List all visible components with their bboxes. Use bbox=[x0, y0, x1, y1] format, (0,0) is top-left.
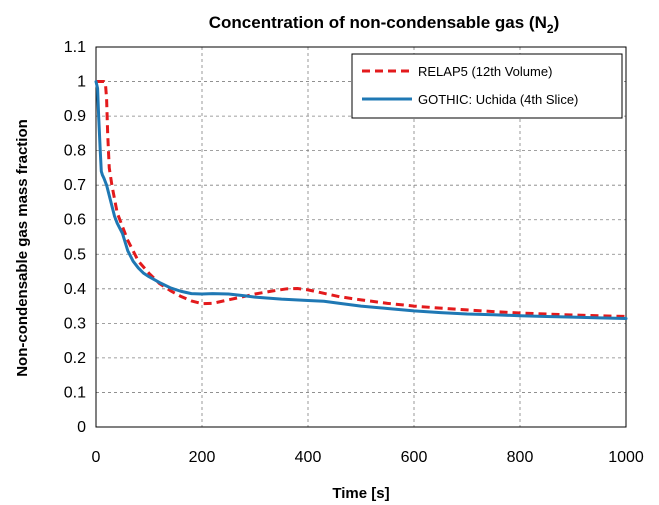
y-axis-title: Non-condensable gas mass fraction bbox=[14, 119, 31, 377]
series-line-relap5 bbox=[96, 80, 627, 318]
legend: RELAP5 (12th Volume) GOTHIC: Uchida (4th… bbox=[351, 53, 623, 119]
y-tick-label: 0.8 bbox=[64, 143, 86, 160]
y-tick-label: 1 bbox=[77, 74, 86, 91]
y-tick-label: 0.4 bbox=[64, 281, 86, 298]
plot-area-border bbox=[95, 46, 627, 428]
chart-title-main: Concentration of non-condensable gas (N bbox=[209, 13, 547, 32]
y-tick-label: 0.6 bbox=[64, 212, 86, 229]
y-tick-label: 1.1 bbox=[64, 39, 86, 56]
y-tick-label: 0.1 bbox=[64, 384, 86, 401]
y-tick-label: 0.9 bbox=[64, 108, 86, 125]
legend-box bbox=[351, 53, 623, 119]
x-tick-label: 0 bbox=[92, 449, 101, 466]
series-lines bbox=[94, 80, 628, 321]
x-tick-label: 800 bbox=[507, 449, 534, 466]
y-tick-label: 0.2 bbox=[64, 350, 86, 367]
x-tick-label: 1000 bbox=[608, 449, 644, 466]
tick-labels: 0 0.1 0.2 0.3 0.4 0.5 0.6 0.7 0.8 0.9 1 1.1 0 200 400 6… bbox=[64, 39, 644, 466]
chart-title-suffix: ) bbox=[554, 13, 560, 32]
legend-label-gothic: GOTHIC: Uchida (4th Slice) bbox=[418, 92, 578, 107]
series-line-gothic bbox=[94, 80, 628, 321]
y-tick-label: 0.7 bbox=[64, 177, 86, 194]
x-tick-label: 200 bbox=[189, 449, 216, 466]
y-tick-label: 0.5 bbox=[64, 246, 86, 263]
chart-title-subscript: 2 bbox=[547, 22, 554, 36]
x-tick-label: 600 bbox=[401, 449, 428, 466]
chart-title: Concentration of non-condensable gas (N2… bbox=[209, 13, 559, 36]
x-tick-label: 400 bbox=[295, 449, 322, 466]
y-tick-label: 0.3 bbox=[64, 315, 86, 332]
legend-label-relap5: RELAP5 (12th Volume) bbox=[418, 64, 552, 79]
x-axis-title: Time [s] bbox=[332, 485, 389, 502]
y-tick-label: 0 bbox=[77, 419, 86, 436]
